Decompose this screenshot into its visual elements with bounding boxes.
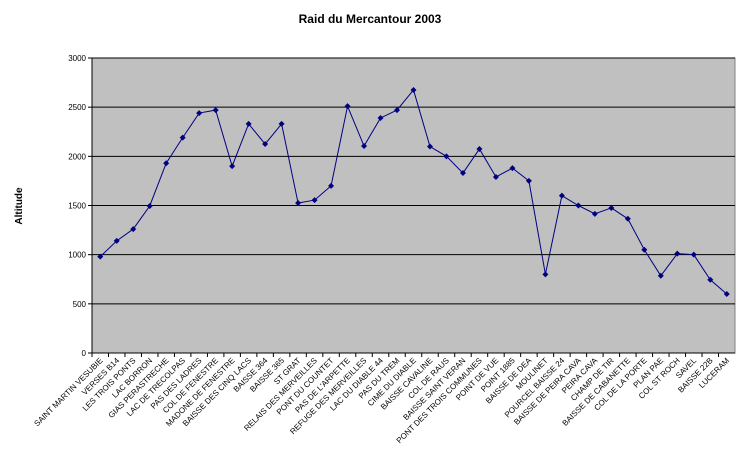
data-point <box>476 145 483 152</box>
data-point <box>591 210 598 217</box>
data-point <box>212 107 219 114</box>
y-axis-label: Altitude <box>14 187 25 225</box>
data-point <box>690 251 697 258</box>
data-point <box>410 86 417 93</box>
y-tick-label: 2000 <box>68 152 86 161</box>
data-point <box>377 114 384 121</box>
data-point <box>542 271 549 278</box>
data-point <box>492 173 499 180</box>
data-point <box>361 143 368 150</box>
data-point <box>525 177 532 184</box>
data-point <box>657 272 664 279</box>
y-tick-label: 2500 <box>68 103 86 112</box>
data-point <box>509 165 516 172</box>
data-point <box>130 226 137 233</box>
data-point <box>113 237 120 244</box>
y-tick-label: 3000 <box>68 54 86 63</box>
data-point <box>262 141 269 148</box>
data-point <box>723 291 730 297</box>
data-point <box>179 134 186 141</box>
chart-title: Raid du Mercantour 2003 <box>299 12 442 26</box>
data-point <box>443 153 450 160</box>
data-point <box>295 200 302 207</box>
data-point <box>707 276 714 283</box>
data-point <box>558 192 565 199</box>
data-point <box>163 160 170 167</box>
y-tick-label: 0 <box>82 349 87 358</box>
data-point <box>459 170 466 177</box>
data-point <box>426 143 433 150</box>
data-point <box>97 253 104 260</box>
data-point <box>344 103 351 110</box>
y-tick-label: 1500 <box>68 202 86 211</box>
data-point <box>575 202 582 209</box>
data-point <box>624 215 631 222</box>
data-point <box>311 197 318 204</box>
data-point <box>641 246 648 253</box>
data-point <box>245 120 252 127</box>
data-point <box>608 204 615 211</box>
data-point <box>229 163 236 170</box>
data-point <box>394 107 401 114</box>
y-tick-label: 500 <box>73 300 87 309</box>
data-point <box>674 250 681 257</box>
data-point <box>278 120 285 127</box>
data-point <box>146 202 153 209</box>
data-point <box>196 110 203 117</box>
data-point <box>328 182 335 189</box>
y-tick-label: 1000 <box>68 251 86 260</box>
